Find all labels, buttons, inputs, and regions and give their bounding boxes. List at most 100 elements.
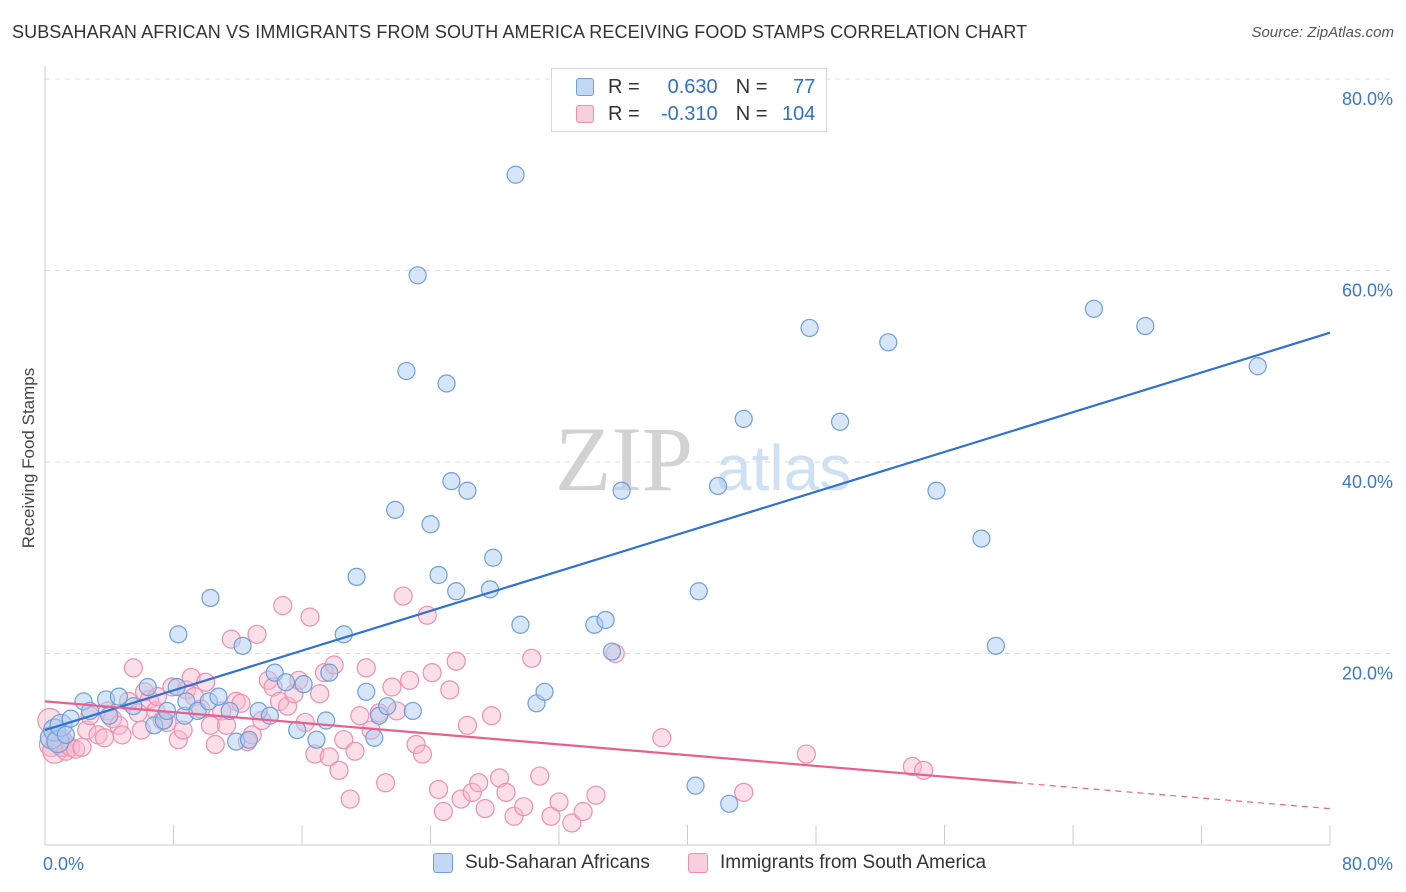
data-point-pink bbox=[329, 760, 349, 780]
data-point-pink bbox=[562, 813, 582, 833]
data-point-pink bbox=[428, 779, 449, 800]
legend-row-blue: R = 0.630 N = 77 bbox=[576, 75, 815, 99]
data-point-blue bbox=[288, 720, 307, 740]
data-point-pink bbox=[94, 728, 115, 748]
data-point-blue bbox=[294, 675, 313, 694]
data-point-blue bbox=[320, 663, 339, 682]
correlation-legend: R = 0.630 N = 77 R = -0.310 N = 104 bbox=[551, 68, 827, 132]
legend-item-south-america: Immigrants from South America bbox=[688, 852, 986, 874]
data-point-blue bbox=[720, 794, 739, 813]
axes bbox=[44, 66, 1331, 846]
blue-legend-icon bbox=[433, 853, 453, 873]
legend-r-value-blue: 0.630 bbox=[667, 75, 718, 98]
data-point-blue bbox=[233, 636, 252, 655]
legend-row-pink: R = -0.310 N = 104 bbox=[576, 102, 815, 126]
data-point-pink bbox=[168, 730, 188, 750]
trend-line-blue bbox=[44, 331, 1331, 732]
data-point-pink bbox=[382, 677, 402, 697]
data-point-blue bbox=[830, 412, 850, 431]
data-point-blue bbox=[307, 730, 326, 749]
data-point-pink bbox=[123, 658, 143, 678]
x-tick-label: 80.0% bbox=[1342, 854, 1393, 874]
data-point-blue bbox=[138, 677, 157, 697]
legend-r-label: R = bbox=[608, 75, 640, 98]
data-point-pink bbox=[72, 737, 92, 757]
data-point-pink bbox=[205, 734, 225, 755]
data-point-blue bbox=[1084, 299, 1103, 318]
data-point-pink bbox=[400, 670, 420, 690]
data-point-blue bbox=[986, 636, 1006, 655]
data-point-pink bbox=[451, 789, 471, 809]
data-point-pink bbox=[77, 720, 97, 740]
data-point-blue bbox=[403, 701, 422, 721]
data-point-blue bbox=[357, 682, 376, 701]
data-point-blue bbox=[209, 687, 228, 706]
data-point-pink bbox=[481, 706, 502, 726]
data-point-blue bbox=[484, 548, 503, 567]
legend-n-label: N = bbox=[735, 102, 768, 125]
data-point-pink bbox=[310, 684, 330, 704]
data-point-blue bbox=[201, 588, 220, 608]
trend-line-pink bbox=[44, 700, 1017, 784]
y-tick-label: 40.0% bbox=[1342, 472, 1393, 492]
data-point-pink bbox=[393, 586, 413, 606]
data-point-pink bbox=[475, 799, 495, 819]
data-point-blue bbox=[689, 582, 708, 601]
x-tick-label: 0.0% bbox=[43, 854, 84, 874]
data-point-pink bbox=[796, 744, 816, 764]
data-point-pink bbox=[457, 715, 478, 735]
data-point-blue bbox=[612, 481, 631, 500]
legend-r-value-pink: -0.310 bbox=[660, 102, 718, 125]
data-point-pink bbox=[247, 624, 267, 644]
data-point-pink bbox=[522, 648, 542, 668]
data-point-blue bbox=[1248, 357, 1267, 376]
data-point-pink bbox=[334, 730, 354, 750]
data-point-pink bbox=[573, 801, 593, 822]
data-point-pink bbox=[549, 792, 569, 812]
legend-label-south-america: Immigrants from South America bbox=[720, 852, 987, 873]
source-label: Source: ZipAtlas.com bbox=[1251, 24, 1394, 41]
legend-item-sub-saharan: Sub-Saharan Africans bbox=[433, 852, 650, 874]
data-point-blue bbox=[109, 687, 128, 706]
data-point-pink bbox=[350, 706, 370, 726]
pink-legend-icon bbox=[688, 853, 708, 873]
data-point-pink bbox=[462, 782, 482, 802]
data-point-blue bbox=[429, 565, 448, 585]
data-point-pink bbox=[319, 747, 339, 767]
data-point-blue bbox=[397, 361, 416, 381]
trend-lines bbox=[44, 331, 1331, 810]
data-point-pink bbox=[530, 766, 550, 786]
data-point-pink bbox=[469, 773, 489, 793]
tick-labels: 20.0% 40.0% 60.0% 80.0% 0.0% 80.0% bbox=[43, 89, 1393, 874]
y-tick-label: 20.0% bbox=[1342, 664, 1393, 684]
watermark: ZIP atlas bbox=[555, 408, 851, 510]
chart-title: SUBSAHARAN AFRICAN VS IMMIGRANTS FROM SO… bbox=[12, 22, 1028, 42]
data-point-pink bbox=[489, 768, 510, 788]
data-point-blue bbox=[347, 567, 366, 587]
data-point-blue bbox=[686, 776, 705, 795]
data-point-pink bbox=[300, 607, 320, 627]
legend-n-label: N = bbox=[735, 75, 768, 98]
data-point-pink bbox=[356, 658, 376, 678]
data-point-blue bbox=[800, 318, 819, 338]
data-point-pink bbox=[375, 773, 396, 793]
data-point-blue bbox=[927, 481, 946, 500]
data-point-pink bbox=[652, 728, 672, 748]
data-point-pink bbox=[345, 741, 365, 761]
data-point-pink bbox=[440, 680, 460, 700]
data-point-blue bbox=[437, 374, 456, 393]
data-point-blue bbox=[1136, 316, 1155, 336]
legend-r-label: R = bbox=[608, 102, 640, 125]
blue-points bbox=[39, 165, 1267, 813]
data-point-pink bbox=[277, 696, 298, 716]
data-point-pink bbox=[412, 744, 433, 764]
data-point-pink bbox=[422, 663, 442, 683]
legend-n-value-pink: 104 bbox=[782, 102, 816, 125]
data-point-pink bbox=[273, 596, 293, 616]
data-point-blue bbox=[972, 529, 991, 548]
data-point-blue bbox=[365, 728, 384, 747]
legend-label-sub-saharan: Sub-Saharan Africans bbox=[465, 852, 650, 873]
data-point-blue bbox=[511, 615, 530, 634]
watermark-atlas: atlas bbox=[716, 432, 851, 504]
data-point-blue bbox=[596, 610, 615, 630]
